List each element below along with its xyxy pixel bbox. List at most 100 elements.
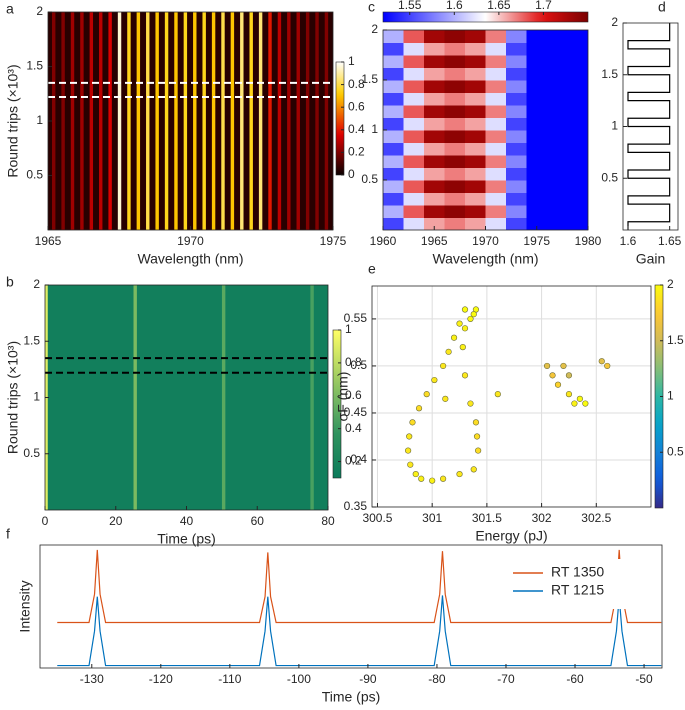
heatmap-cell [526, 130, 548, 143]
heatmap-stripe [230, 12, 235, 230]
heatmap-cell [526, 105, 548, 118]
heatmap-cell [506, 67, 527, 81]
x-axis-label: Gain [636, 251, 666, 267]
scatter-point [470, 311, 477, 318]
heatmap-cell [403, 30, 425, 43]
scatter-point [440, 475, 447, 482]
heatmap-stripe [164, 12, 169, 230]
heatmap-cell [526, 67, 548, 81]
heatmap-cell [444, 92, 466, 106]
heatmap-cell [424, 130, 445, 143]
heatmap-cell [485, 117, 507, 131]
heatmap-cell [506, 42, 527, 56]
scatter-point [494, 391, 501, 398]
y-tick-label: 0.5 [26, 168, 43, 182]
y-tick-label: 1.5 [26, 59, 43, 73]
heatmap-stripe [183, 12, 188, 230]
heatmap-cell [424, 67, 445, 81]
y-tick-label: 1.5 [23, 333, 40, 347]
heatmap-cell [547, 117, 588, 131]
heatmap-cell [383, 42, 404, 56]
colorbar-tick-label: 0 [348, 167, 355, 181]
x-tick-label: 1975 [320, 234, 347, 248]
x-tick-label: 302 [532, 511, 552, 525]
plot-area [48, 12, 333, 230]
heatmap-cell [444, 130, 466, 143]
plot-area [372, 286, 651, 507]
heatmap-cell [547, 67, 588, 81]
heatmap-cell [526, 180, 548, 193]
heatmap-cell [506, 205, 527, 218]
heatmap-stripe [211, 12, 216, 230]
heatmap-cell [465, 67, 486, 81]
x-tick-label: 1970 [177, 234, 204, 248]
heatmap-cell [465, 167, 486, 181]
heatmap-cell [485, 155, 507, 168]
heatmap-cell [444, 217, 466, 230]
x-tick-label: 1970 [472, 234, 499, 248]
heatmap-cell [465, 55, 486, 68]
heatmap-stripe [221, 12, 225, 230]
heatmap-cell [424, 192, 445, 206]
heatmap-cell [403, 117, 425, 131]
colorbar [332, 329, 342, 479]
heatmap-cell [485, 55, 507, 68]
scatter-point [461, 306, 469, 313]
colorbar-tick-label: 1.6 [446, 0, 463, 12]
heatmap-cell [403, 217, 425, 230]
heatmap-cell [465, 117, 486, 131]
heatmap-stripe [117, 12, 122, 230]
colorbar [382, 11, 589, 23]
heatmap-cell [547, 80, 588, 93]
heatmap-stripe [240, 12, 244, 230]
heatmap-cell [526, 30, 548, 43]
y-axis-label: Intensity [17, 580, 33, 632]
heatmap-cell [403, 55, 425, 68]
heatmap-cell [526, 117, 548, 131]
colorbar [335, 61, 345, 176]
scatter-point [565, 391, 573, 398]
heatmap-cell [506, 217, 527, 230]
heatmap-cell [485, 92, 507, 106]
heatmap-cell [383, 155, 404, 168]
heatmap-stripe [315, 12, 319, 230]
heatmap-cell [465, 180, 486, 193]
heatmap-stripe [258, 12, 263, 230]
heatmap-stripe [133, 285, 137, 510]
heatmap-cell [526, 42, 548, 56]
x-tick-label: 1980 [575, 234, 602, 248]
heatmap-cell [444, 67, 466, 81]
heatmap-cell [424, 30, 445, 43]
heatmap-stripe [287, 12, 291, 230]
scatter-point [431, 376, 438, 384]
scatter-point [407, 461, 414, 468]
heatmap-cell [465, 80, 486, 93]
colorbar-tick-label: 0.8 [348, 77, 365, 91]
heatmap-cell [403, 67, 425, 81]
scatter-point [582, 400, 589, 407]
colorbar-tick-label: 1.5 [667, 333, 684, 347]
heatmap-cell [547, 42, 588, 56]
y-axis-label: Round trips (×10³) [5, 64, 21, 177]
x-tick-label: 1965 [421, 234, 448, 248]
heatmap-cell [403, 42, 425, 56]
heatmap-cell [526, 92, 548, 106]
scatter-point [560, 362, 567, 370]
x-axis-label: Energy (pJ) [475, 528, 547, 544]
heatmap-stripe [155, 12, 159, 230]
colorbar-tick-label: 1.7 [535, 0, 552, 12]
heatmap-cell [465, 42, 486, 56]
y-tick-label: 0.4 [350, 452, 367, 466]
plot-area [45, 285, 328, 510]
heatmap-cell [547, 55, 588, 68]
scatter-point [565, 372, 573, 379]
heatmap-cell [444, 55, 466, 68]
heatmap-cell [444, 30, 466, 43]
heatmap-cell [424, 167, 445, 181]
data-line [627, 23, 671, 230]
heatmap-cell [506, 130, 527, 143]
heatmap-stripe [268, 12, 272, 230]
y-tick-label: 1 [611, 119, 618, 133]
x-tick-label: -130 [80, 672, 104, 686]
x-tick-label: 301 [422, 511, 442, 525]
